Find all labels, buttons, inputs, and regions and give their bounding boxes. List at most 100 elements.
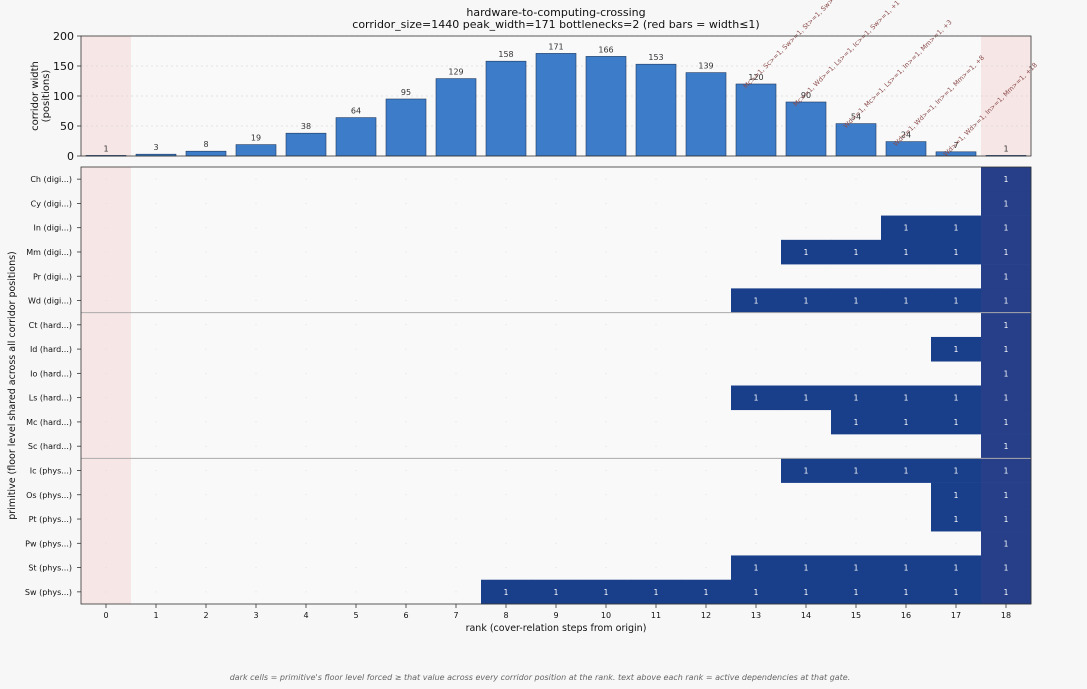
heatmap-grid-dot (505, 178, 507, 180)
heatmap-grid-dot (305, 227, 307, 229)
heatmap-grid-dot (855, 372, 857, 374)
heatmap-grid-dot (805, 227, 807, 229)
heatmap-grid-dot (655, 445, 657, 447)
heatmap-grid-dot (655, 518, 657, 520)
heatmap-grid-dot (255, 397, 257, 399)
heatmap-grid-dot (655, 324, 657, 326)
heatmap-cell-value: 1 (854, 297, 859, 306)
heatmap-cell (981, 167, 1032, 192)
heatmap-cell-value: 1 (1004, 539, 1009, 548)
heatmap-grid-dot (655, 397, 657, 399)
heatmap-grid-dot (405, 469, 407, 471)
heatmap-grid-dot (805, 348, 807, 350)
heatmap-grid-dot (455, 469, 457, 471)
heatmap-grid-dot (955, 324, 957, 326)
heatmap-cell (781, 288, 832, 313)
bar-3 (235, 144, 277, 157)
heatmap-grid-dot (155, 542, 157, 544)
heatmap-cell (981, 191, 1032, 216)
heatmap-cell (731, 555, 782, 581)
heatmap-grid-dot (505, 251, 507, 253)
heatmap-grid-dot (655, 494, 657, 496)
heatmap-grid-dot (705, 324, 707, 326)
heatmap-grid-dot (455, 300, 457, 302)
heatmap-grid-dot (155, 227, 157, 229)
heatmap-cell (831, 555, 882, 581)
heatmap-grid-dot (305, 178, 307, 180)
heatmap-grid-dot (555, 275, 557, 277)
heatmap-grid-dot (555, 251, 557, 253)
heatmap-grid-dot (255, 469, 257, 471)
heatmap-grid-dot (355, 202, 357, 204)
heatmap-grid-dot (205, 542, 207, 544)
heatmap-cell (931, 409, 982, 435)
heatmap-grid-dot (355, 518, 357, 520)
heatmap-grid-dot (205, 227, 207, 229)
heatmap-grid-dot (155, 324, 157, 326)
heatmap-cell-value: 1 (854, 564, 859, 573)
heatmap-grid-dot (655, 227, 657, 229)
heatmap-cell-value: 1 (1004, 175, 1009, 184)
heatmap-cell-value: 1 (854, 394, 859, 403)
heatmap-grid-dot (855, 494, 857, 496)
heatmap-grid-dot (155, 348, 157, 350)
heatmap-row-label: Sc (hard...) (28, 442, 72, 451)
heatmap-grid-dot (855, 542, 857, 544)
heatmap-cell-value: 1 (954, 248, 959, 257)
heatmap-grid-dot (905, 445, 907, 447)
heatmap-grid-dot (255, 348, 257, 350)
heatmap-grid-dot (105, 372, 107, 374)
heatmap-grid-dot (155, 397, 157, 399)
heatmap-cell (731, 288, 782, 313)
heatmap-grid-dot (705, 372, 707, 374)
heatmap-grid-dot (155, 202, 157, 204)
heatmap-grid-dot (405, 275, 407, 277)
heatmap-grid-dot (555, 324, 557, 326)
heatmap-cell (731, 385, 782, 411)
heatmap-grid-dot (505, 469, 507, 471)
heatmap-grid-dot (305, 421, 307, 423)
bar-value-label: 158 (498, 50, 513, 59)
heatmap-grid-dot (205, 469, 207, 471)
heatmap-grid-dot (105, 348, 107, 350)
heatmap-grid-dot (605, 275, 607, 277)
heatmap-grid-dot (105, 324, 107, 326)
heatmap-axes-frame (80, 166, 1032, 605)
heatmap-cell (881, 579, 932, 605)
heatmap-grid-dot (155, 469, 157, 471)
heatmap-xtick-label: 7 (453, 611, 458, 620)
heatmap-cell-value: 1 (1004, 297, 1009, 306)
bar-value-label: 19 (251, 134, 261, 143)
heatmap-cell (981, 239, 1032, 265)
heatmap-grid-dot (205, 397, 207, 399)
heatmap-row-label: Sw (phys...) (25, 588, 72, 597)
heatmap-grid-dot (105, 542, 107, 544)
heatmap-grid-dot (605, 178, 607, 180)
bar-value-label: 1 (103, 144, 108, 153)
heatmap-row-label: Pt (phys...) (29, 515, 72, 524)
bar-axes-frame (80, 35, 1032, 157)
heatmap-grid-dot (755, 324, 757, 326)
heatmap-grid-dot (905, 202, 907, 204)
heatmap-grid-dot (505, 445, 507, 447)
heatmap-cell (931, 458, 982, 483)
heatmap-xtick-label: 10 (601, 611, 611, 620)
heatmap-grid-dot (405, 202, 407, 204)
heatmap-cell-value: 1 (804, 564, 809, 573)
heatmap-cell-value: 1 (1004, 394, 1009, 403)
heatmap-grid-dot (155, 275, 157, 277)
heatmap-grid-dot (555, 469, 557, 471)
heatmap-cell-value: 1 (904, 588, 909, 597)
heatmap-grid-dot (355, 300, 357, 302)
heatmap-grid-dot (655, 567, 657, 569)
heatmap-cell-value: 1 (954, 515, 959, 524)
heatmap-grid-dot (355, 178, 357, 180)
heatmap-grid-dot (555, 494, 557, 496)
heatmap-cell-value: 1 (1004, 321, 1009, 330)
heatmap-grid-dot (955, 178, 957, 180)
bar-value-label: 120 (748, 73, 763, 82)
heatmap-grid-dot (655, 372, 657, 374)
heatmap-cell (831, 239, 882, 265)
heatmap-grid-dot (755, 421, 757, 423)
heatmap-bottleneck-band (81, 167, 131, 604)
